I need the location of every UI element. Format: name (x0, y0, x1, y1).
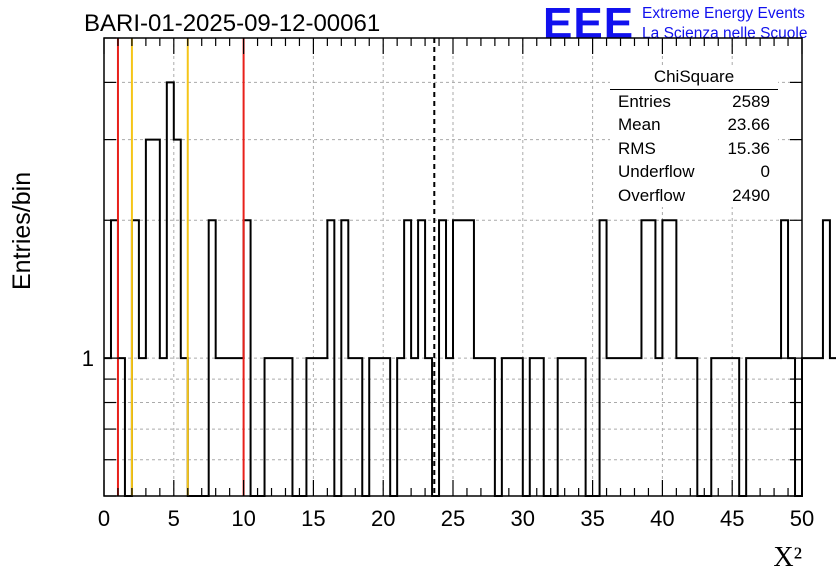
x-tick-label: 30 (511, 506, 535, 531)
y-tick-label: 1 (82, 346, 94, 371)
x-tick-label: 45 (720, 506, 744, 531)
stats-value: 2589 (732, 92, 770, 111)
chart-title: BARI-01-2025-09-12-00061 (84, 10, 381, 37)
stats-value: 23.66 (727, 115, 770, 135)
stats-value: 0 (760, 162, 770, 182)
stats-title: ChiSquare (610, 66, 778, 90)
x-tick-label: 25 (441, 506, 465, 531)
stats-value: 2490 (732, 185, 770, 205)
x-tick-label: 0 (98, 506, 110, 531)
stats-value: 15.36 (727, 138, 770, 158)
logo-line1: Extreme Energy Events (642, 5, 805, 22)
x-tick-label: 5 (168, 506, 180, 531)
stats-row-rms: RMS 15.36 (610, 137, 778, 160)
stats-label: RMS (618, 138, 656, 158)
x-tick-label: 15 (301, 506, 325, 531)
stats-row-mean: Mean 23.66 (610, 113, 778, 136)
stats-label: Overflow (618, 185, 686, 205)
stats-box: ChiSquare Entries 2589 Mean 23.66 RMS 15… (610, 66, 778, 207)
stats-label: Entries (618, 92, 671, 111)
x-tick-label: 35 (580, 506, 604, 531)
stats-row-entries: Entries 2589 (610, 90, 778, 113)
x-tick-label: 10 (231, 506, 255, 531)
x-tick-label: 20 (371, 506, 395, 531)
x-axis-label: X² (773, 542, 802, 572)
stats-row-overflow: Overflow 2490 (610, 184, 778, 207)
x-tick-label: 40 (650, 506, 674, 531)
stats-label: Underflow (618, 162, 695, 182)
histogram-series (104, 81, 836, 497)
stats-label: Mean (618, 115, 661, 135)
x-tick-label: 50 (790, 506, 814, 531)
stats-row-underflow: Underflow 0 (610, 160, 778, 183)
